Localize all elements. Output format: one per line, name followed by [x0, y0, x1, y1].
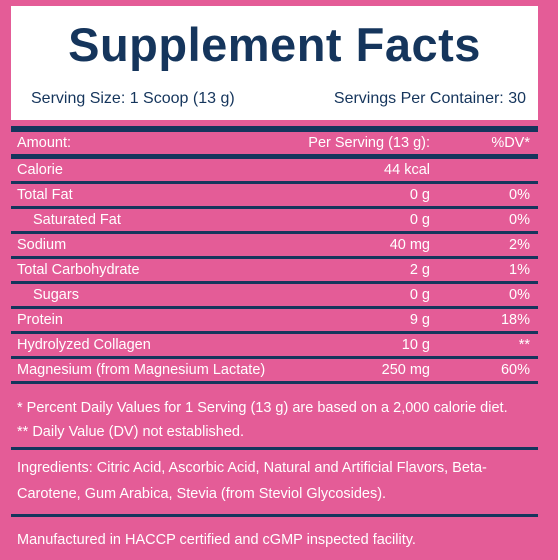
nutrient-name: Sodium — [17, 237, 67, 253]
table-row: Sugars 0 g 0% — [11, 284, 538, 309]
ingredients: Ingredients: Citric Acid, Ascorbic Acid,… — [17, 460, 487, 502]
nutrient-dv: 18% — [500, 312, 530, 328]
manufactured-statement: Manufactured in HACCP certified and cGMP… — [17, 532, 416, 548]
nutrient-dv: ** — [518, 337, 530, 353]
column-header-row: Amount: Per Serving (13 g): %DV* — [11, 132, 538, 159]
nutrient-dv: 0% — [509, 212, 530, 228]
column-per-serving: Per Serving (13 g): — [308, 135, 430, 151]
footnote-not-established: ** Daily Value (DV) not established. — [17, 424, 245, 440]
nutrient-amount: 44 kcal — [384, 162, 430, 178]
nutrient-dv: 0% — [509, 287, 530, 303]
nutrient-dv: 2% — [509, 237, 530, 253]
nutrient-name: Saturated Fat — [33, 212, 121, 228]
nutrient-amount: 40 mg — [389, 237, 430, 253]
column-dv: %DV* — [491, 135, 530, 151]
facts-header: Supplement Facts Serving Size: 1 Scoop (… — [11, 6, 538, 120]
nutrient-amount: 0 g — [409, 287, 430, 303]
nutrient-dv: 1% — [509, 262, 530, 278]
serving-size: Serving Size: 1 Scoop (13 g) — [31, 90, 235, 107]
table-row: Total Carbohydrate 2 g 1% — [11, 259, 538, 284]
nutrient-name: Total Fat — [17, 187, 73, 203]
nutrient-amount: 9 g — [409, 312, 430, 328]
divider — [11, 514, 538, 517]
nutrient-dv: 0% — [509, 187, 530, 203]
nutrient-amount: 250 mg — [381, 362, 430, 378]
nutrient-amount: 0 g — [409, 187, 430, 203]
column-amount: Amount: — [17, 135, 71, 151]
servings-per-container: Servings Per Container: 30 — [333, 90, 526, 107]
nutrient-name: Calorie — [17, 162, 63, 178]
table-row: Calorie 44 kcal — [11, 159, 538, 184]
table-row: Hydrolyzed Collagen 10 g ** — [11, 334, 538, 359]
table-row: Sodium 40 mg 2% — [11, 234, 538, 259]
table-row: Saturated Fat 0 g 0% — [11, 209, 538, 234]
thick-divider — [11, 126, 538, 132]
nutrient-dv: 60% — [500, 362, 530, 378]
divider — [11, 447, 538, 450]
nutrient-name: Magnesium (from Magnesium Lactate) — [17, 362, 266, 378]
nutrient-name: Protein — [17, 312, 63, 328]
nutrient-amount: 0 g — [409, 212, 430, 228]
nutrient-name: Sugars — [33, 287, 79, 303]
table-row: Total Fat 0 g 0% — [11, 184, 538, 209]
page-title: Supplement Facts — [68, 18, 481, 71]
nutrient-name: Total Carbohydrate — [17, 262, 140, 278]
nutrient-amount: 10 g — [401, 337, 430, 353]
nutrient-table: Amount: Per Serving (13 g): %DV* Calorie… — [11, 126, 538, 384]
footnotes: * Percent Daily Values for 1 Serving (13… — [17, 396, 508, 444]
table-row: Protein 9 g 18% — [11, 309, 538, 334]
nutrient-amount: 2 g — [409, 262, 430, 278]
footnote-dv: * Percent Daily Values for 1 Serving (13… — [17, 400, 508, 416]
table-row: Magnesium (from Magnesium Lactate) 250 m… — [11, 359, 538, 384]
nutrient-name: Hydrolyzed Collagen — [17, 337, 151, 353]
